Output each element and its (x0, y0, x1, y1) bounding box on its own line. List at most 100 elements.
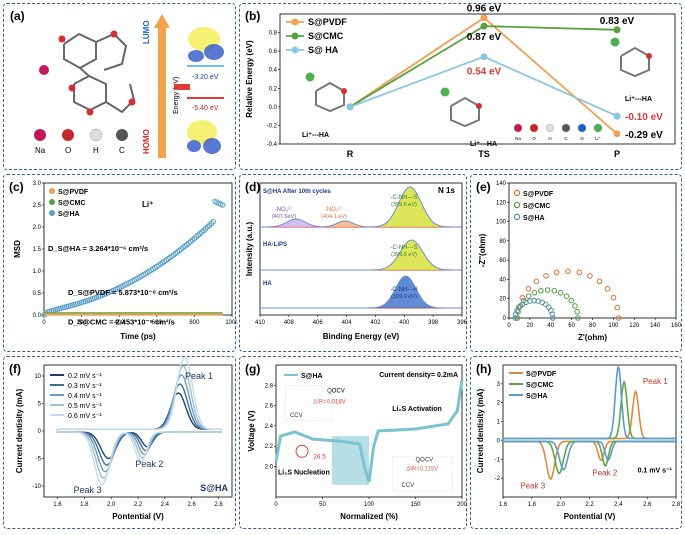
msd-point-ha (210, 218, 216, 225)
nyquist-point (544, 287, 551, 293)
x-axis-label: Pontential (V) (112, 512, 164, 521)
x-tick-label: 2.6 (643, 502, 652, 508)
y-axis-label: MSD (13, 240, 22, 258)
gitt-annotation: QOCV (416, 457, 434, 463)
x-tick-label: 1.6 (499, 502, 508, 508)
y-tick-label: -1 (495, 457, 501, 463)
nyquist-point (565, 268, 571, 275)
panel-g-label: (g) (245, 362, 260, 376)
x-tick-label: 0 (42, 320, 46, 326)
plot-frame (259, 182, 463, 316)
y-tick-label: 0 (503, 316, 507, 322)
nyquist-point (551, 287, 558, 294)
scan-rate-label: 0.1 mV s⁻¹ (638, 467, 673, 474)
nyquist-point (542, 301, 549, 308)
legend-label: 0.2 mV s⁻¹ (68, 373, 102, 380)
nyquist-point (575, 315, 581, 321)
peak-fill (368, 187, 454, 227)
y-tick-label: 0.0 (269, 105, 278, 111)
series-point (480, 22, 488, 30)
y-tick-label: 0.5 (33, 291, 42, 297)
data-label: -0.29 eV (625, 130, 663, 141)
series-point (480, 14, 488, 22)
y-axis-label: Relative Energy (eV) (245, 40, 254, 118)
x-tick-label: 402 (370, 320, 381, 326)
x-tick-label: 1.6 (53, 502, 62, 508)
gitt-annotation: Current density= 0.2mA (379, 372, 458, 379)
cv-curve (56, 355, 222, 486)
y-tick-label: -5 (36, 457, 42, 463)
x-tick-label: 80 (589, 323, 596, 329)
x-tick-label: 140 (650, 323, 661, 329)
y-tick-label: 40 (499, 277, 506, 283)
y-tick-label: 0 (38, 429, 42, 435)
nyquist-point (525, 293, 532, 299)
legend-marker (49, 199, 55, 205)
x-tick-label: 150 (410, 502, 421, 508)
y-tick-label: 0.2 (269, 86, 278, 92)
legend-label: S@CMC (58, 200, 85, 207)
nyquist-point (519, 294, 526, 301)
panel-h-label: (h) (476, 362, 491, 376)
legend-label: S@PVDF (58, 189, 89, 196)
y-tick-label: -2 (495, 476, 501, 482)
legend-label: 0.3 mV s⁻¹ (68, 383, 102, 390)
x-tick-label: 50 (319, 502, 326, 508)
y-tick-label: 2.8 (265, 383, 274, 389)
x-tick-label: 398 (428, 320, 439, 326)
homo-value: -5.40 eV (192, 105, 219, 112)
data-label: 0.87 eV (467, 32, 502, 43)
sample-label: S@HA (200, 483, 228, 493)
x-axis-label: Binding Energy (eV) (323, 332, 400, 341)
x-tick-label: 2.8 (672, 502, 681, 508)
gitt-annotation: CCV (290, 413, 303, 419)
peak-position: (399.6 eV) (391, 202, 417, 208)
x-tick-label: 2.8 (214, 502, 223, 508)
y-tick-label: 20 (499, 297, 506, 303)
peak-annotation: -NO₂²⁻ (325, 207, 344, 213)
legend-label: S@HA (301, 373, 323, 380)
panel-e: (e) 0 20 40 60 80 100 120 140 160 0 20 40 60 80 100 120… (470, 174, 682, 352)
peak-fill (254, 219, 340, 227)
x-tick-label: 160 (671, 323, 682, 329)
chart-title: N 1s (438, 186, 455, 195)
peak-3-label: Peak 3 (520, 482, 545, 491)
y-tick-label: 0.4 (269, 68, 278, 74)
y-tick-label: 140 (496, 181, 507, 187)
legend-marker (513, 189, 521, 197)
lithium-atom (305, 72, 315, 82)
x-tick-label: 406 (313, 320, 324, 326)
atom-legend-marker (593, 123, 603, 133)
peak-position: (399.5 eV) (391, 252, 417, 258)
spectrum-trace (260, 275, 461, 309)
y-tick-label: 0.8 (269, 31, 278, 37)
nyquist-point (572, 303, 578, 309)
y-tick-label: 10 (34, 374, 41, 380)
legend-label: S@PVDF (523, 191, 554, 198)
y-tick-label: 2.5 (33, 203, 42, 209)
gitt-pulses (331, 436, 369, 485)
legend-label: S@PVDF (526, 371, 557, 378)
chart-title: Li⁺ (142, 200, 153, 209)
category-label: R (347, 149, 354, 159)
y-axis-label: -Z''(ohm) (478, 233, 487, 267)
legend-marker (513, 201, 521, 209)
lumo-label: LUMO (142, 20, 151, 44)
peak-annotation: -NO₃²⁻ (275, 207, 294, 213)
series-point (613, 26, 621, 34)
nyquist-point (587, 273, 593, 279)
x-tick-label: 404 (342, 320, 353, 326)
panel-a: (a) Na O H C LUMO HOMO (3, 3, 236, 170)
series-point (613, 112, 621, 120)
lumo-orbital (188, 27, 224, 62)
y-axis-label: Current dentisity (mA) (15, 388, 24, 473)
y-tick-label: 2 (497, 401, 501, 407)
x-tick-label: 2.4 (614, 502, 623, 508)
legend-label: 0.6 mV s⁻¹ (68, 413, 102, 420)
panel-b-label: (b) (245, 9, 260, 23)
y-tick-label: 1 (497, 420, 501, 426)
legend-marker (291, 32, 299, 40)
panel-a-label: (a) (10, 9, 25, 23)
